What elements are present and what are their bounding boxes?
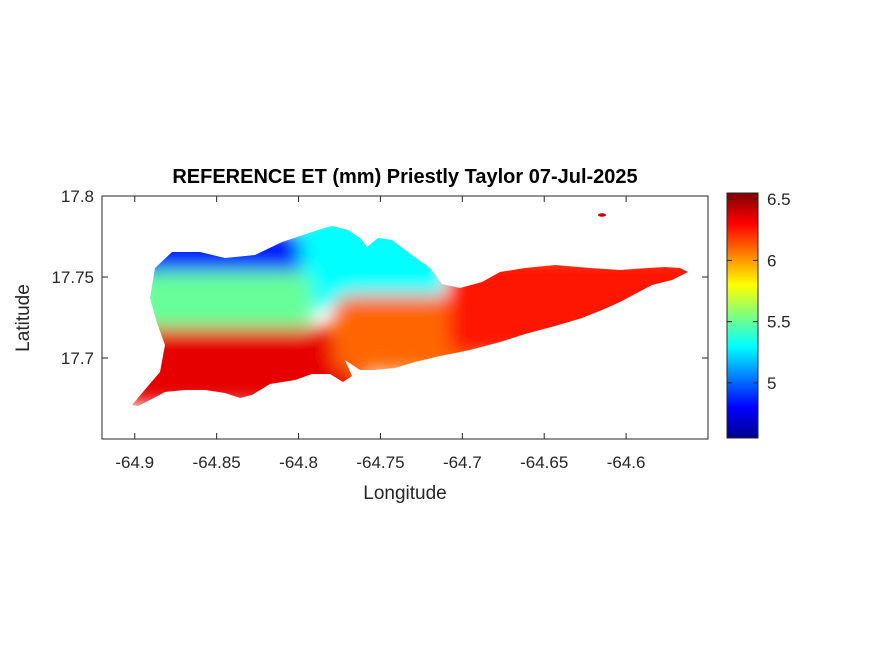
- x-tick-label: -64.85: [193, 453, 241, 472]
- et-heatmap: [132, 226, 688, 405]
- heat-region-4: [333, 295, 477, 372]
- colorbar: [726, 192, 759, 439]
- x-tick-label: -64.6: [607, 453, 646, 472]
- x-tick-label: -64.65: [520, 453, 568, 472]
- heat-region-2: [137, 271, 313, 332]
- x-tick-label: -64.7: [443, 453, 482, 472]
- x-axis-ticks: -64.9 -64.85 -64.8 -64.75 -64.7 -64.65 -64.6: [115, 196, 645, 472]
- x-tick-label: -64.75: [356, 453, 404, 472]
- y-axis-label: Latitude: [13, 284, 34, 352]
- colorbar-tick-label: 6.5: [767, 190, 791, 209]
- colorbar-tick-label: 6: [767, 251, 776, 270]
- y-tick-label: 17.75: [51, 268, 94, 287]
- x-tick-label: -64.8: [279, 453, 318, 472]
- chart-title: REFERENCE ET (mm) Priestly Taylor 07-Jul…: [172, 166, 637, 188]
- y-tick-label: 17.7: [61, 349, 94, 368]
- colorbar-ticks: 5 5.5 6 6.5: [727, 190, 791, 393]
- colorbar-tick-label: 5: [767, 374, 776, 393]
- x-tick-label: -64.9: [115, 453, 154, 472]
- y-axis-ticks: 17.7 17.75 17.8: [51, 187, 708, 368]
- colorbar-tick-label: 5.5: [767, 313, 791, 332]
- x-axis-label: Longitude: [363, 483, 446, 504]
- northeast-islet: [598, 213, 606, 217]
- y-tick-label: 17.8: [61, 187, 94, 206]
